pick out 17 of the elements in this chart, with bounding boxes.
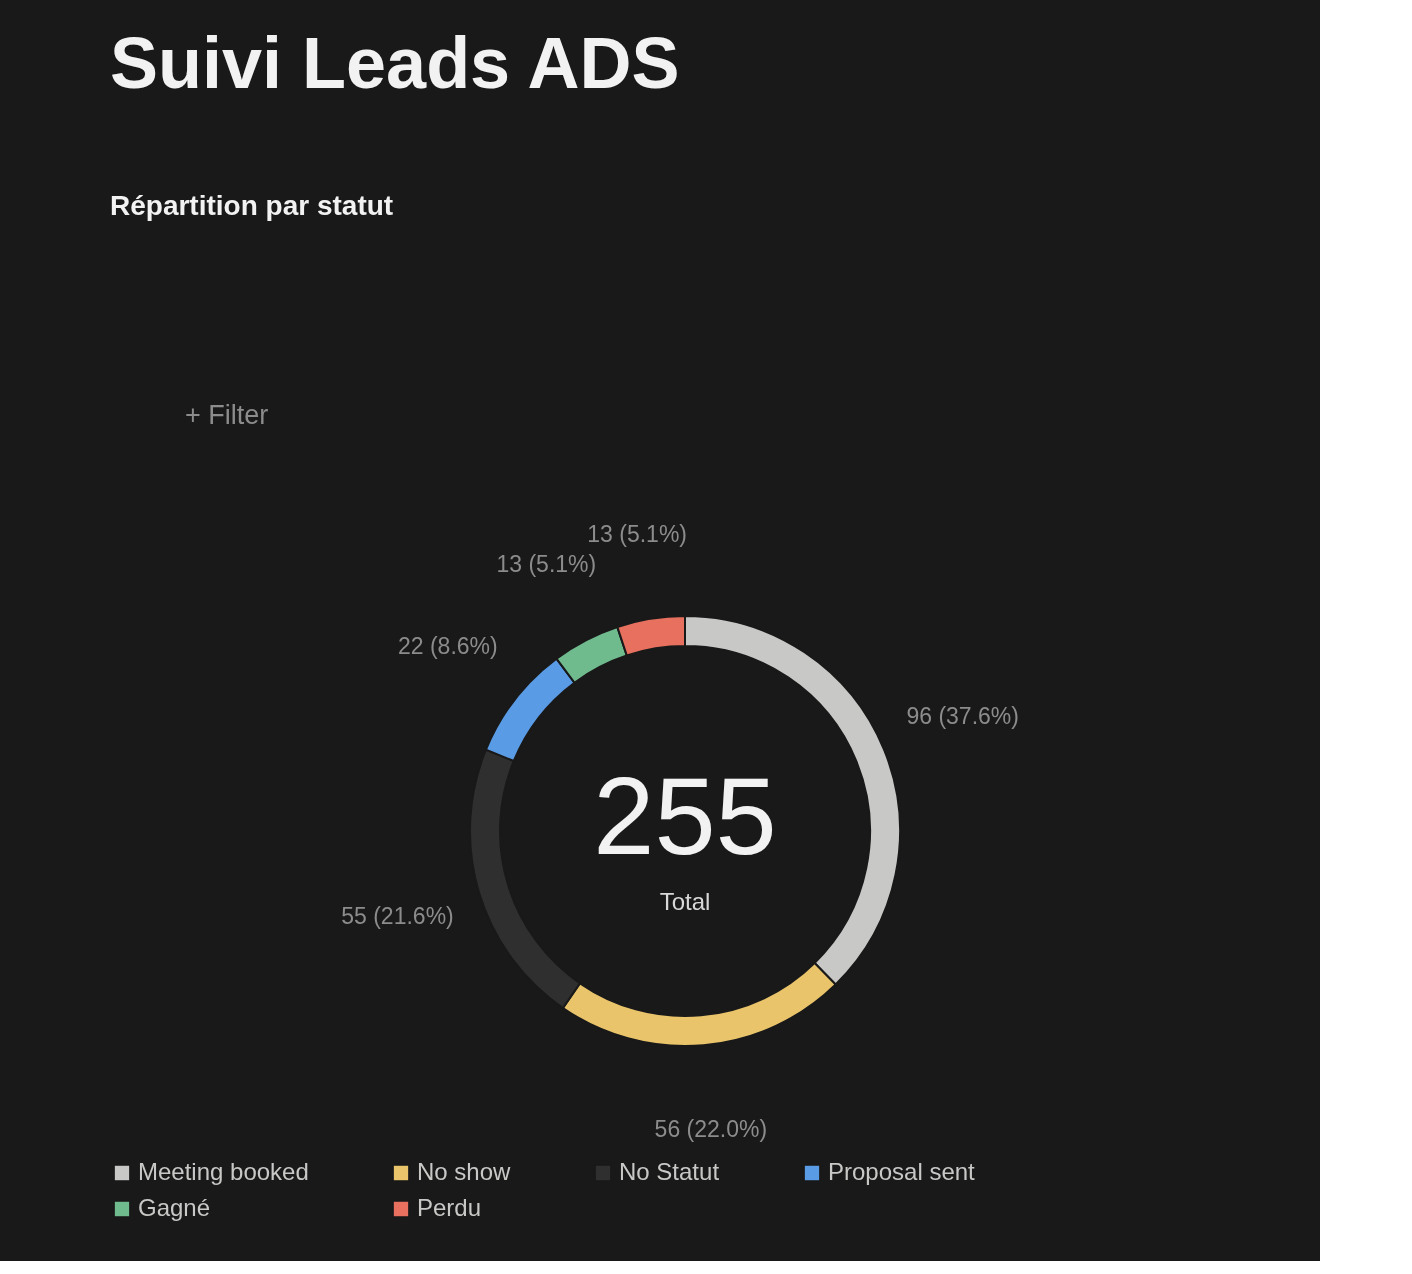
data-label: 56 (22.0%) [654, 1115, 768, 1142]
legend-label: Gagné [138, 1194, 211, 1221]
data-label: 13 (5.1%) [496, 550, 597, 577]
data-label: 55 (21.6%) [341, 902, 454, 929]
chart-title: Suivi Leads ADS [110, 23, 680, 103]
legend-label: Proposal sent [828, 1158, 976, 1185]
data-label: 22 (8.6%) [397, 633, 498, 660]
legend-label: No show [417, 1158, 512, 1185]
data-label: 13 (5.1%) [587, 520, 688, 547]
text: Total [659, 888, 711, 915]
chart-subtitle: Répartition par statut [110, 190, 394, 221]
text: + Filter [185, 400, 269, 430]
legend-label: Meeting booked [138, 1158, 309, 1185]
legend-label: Perdu [417, 1194, 482, 1221]
text: 255 [593, 754, 777, 877]
data-label: 96 (37.6%) [906, 703, 1019, 730]
legend-label: No Statut [619, 1158, 720, 1185]
